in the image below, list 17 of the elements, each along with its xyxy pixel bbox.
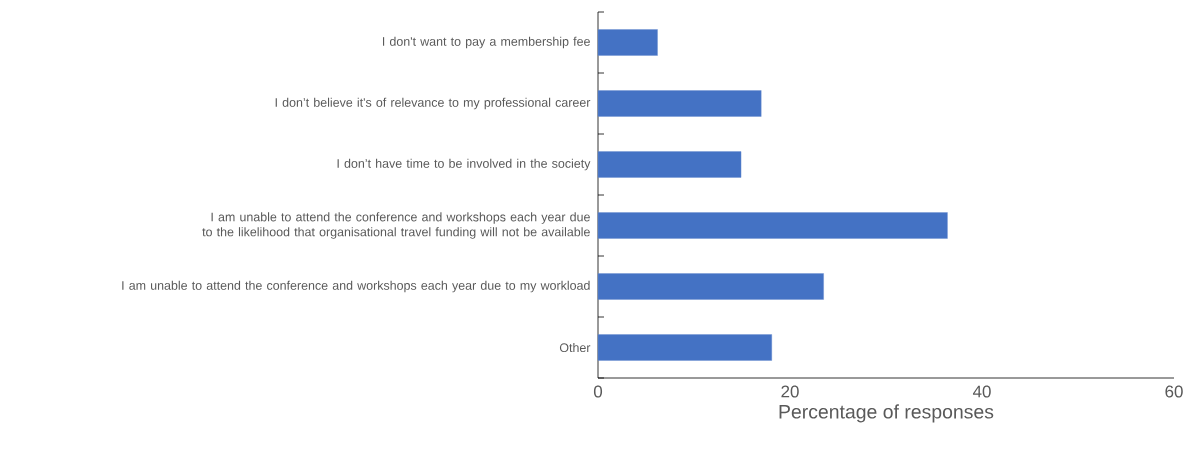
bar — [597, 273, 824, 300]
x-tick-label: 60 — [1165, 385, 1183, 398]
y-tick-label: I don’t believe it's of relevance to my professional career — [275, 97, 591, 110]
y-tick-label: Other — [559, 342, 591, 353]
bar — [597, 212, 948, 239]
bar — [597, 29, 658, 56]
x-tick-label: 40 — [972, 385, 991, 398]
bar — [597, 151, 742, 178]
y-tick-label: I am unable to attend the conference and workshops each year due to my workload — [122, 280, 590, 293]
x-axis-title: Percentage of responses — [779, 404, 994, 423]
bar — [597, 90, 762, 117]
bar — [597, 334, 772, 361]
y-tick-label: I don’t have time to be involved in the society — [337, 158, 591, 171]
y-tick-label: I don't want to pay a membership fee — [382, 36, 590, 49]
y-tick-label: I am unable to attend the conference and workshops each year due to the likelihood that organisational travel funding will not be available — [202, 212, 590, 239]
x-tick-label: 0 — [593, 385, 603, 398]
x-tick-label: 20 — [781, 385, 799, 398]
